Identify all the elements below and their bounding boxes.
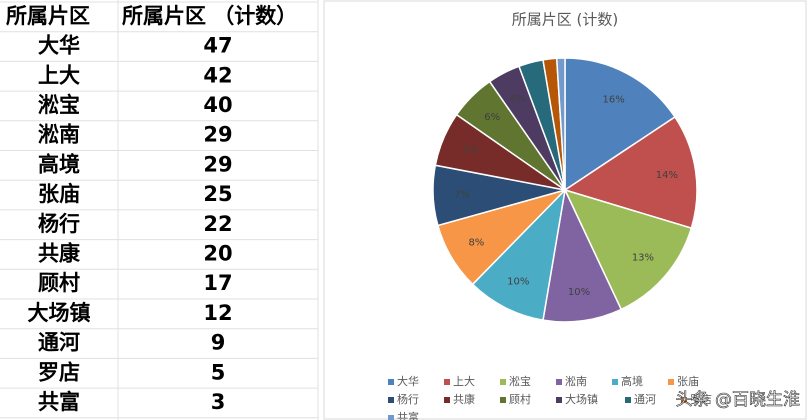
legend-swatch: [444, 379, 450, 385]
cell: 大华: [38, 34, 80, 58]
cell: 张庙: [38, 182, 80, 206]
cell: 高境: [38, 152, 80, 176]
legend-swatch: [556, 379, 562, 385]
cell: 罗店: [38, 360, 80, 384]
data-label: 16%: [603, 94, 625, 105]
cell: 共富: [38, 390, 80, 414]
legend-label: 大场镇: [565, 392, 598, 406]
pie-slice: [564, 57, 676, 192]
pie-slice: [563, 115, 698, 230]
data-label: 7%: [462, 145, 478, 156]
pie: 16% 14% 13% 10% 10% 8% 7% 7% 6% 4%: [432, 57, 698, 323]
legend-label: 大华: [397, 374, 419, 388]
legend-label: 罗店: [690, 392, 712, 406]
table: 所属片区 所属片区 （计数） 大华 47 上大 42 淞宝 40 淞南 29 高境 29 张庙 25 杨行 2…: [0, 0, 319, 420]
cell: 25: [203, 182, 232, 206]
pie-slice: [542, 187, 623, 323]
cell: 杨行: [38, 212, 80, 236]
cell: 通河: [38, 331, 80, 355]
legend-swatch: [500, 397, 506, 403]
data-label: 13%: [632, 252, 654, 263]
cell: 淞南: [38, 123, 80, 147]
legend-label: 通河: [634, 393, 656, 406]
data-label: 10%: [507, 277, 529, 288]
legend-label: 张庙: [677, 374, 699, 388]
cell: 3: [211, 390, 226, 414]
data-label: 14%: [656, 170, 678, 181]
legend-swatch: [556, 397, 562, 403]
cell: 40: [203, 93, 232, 117]
pie-slice: [555, 57, 566, 191]
cell: 淞宝: [38, 93, 80, 117]
legend-label: 共康: [453, 392, 475, 406]
cell: 29: [203, 123, 232, 147]
watermark: 头条 @百晓生淮: [676, 390, 800, 410]
cell: 20: [203, 241, 232, 265]
legend-label: 顾村: [509, 392, 531, 406]
legend-label: 淞宝: [509, 374, 531, 388]
cell: 上大: [38, 63, 80, 87]
data-label: 8%: [468, 237, 484, 248]
data-label: 7%: [454, 189, 470, 200]
legend-label: 上大: [453, 374, 475, 388]
cell: 顾村: [38, 271, 80, 295]
header-cell: 所属片区 （计数）: [122, 4, 297, 28]
cell: 29: [203, 152, 232, 176]
legend-swatch: [388, 415, 394, 420]
cell: 9: [211, 331, 226, 355]
cell: 47: [203, 34, 232, 58]
legend-swatch: [500, 379, 506, 385]
data-label: 4%: [509, 94, 525, 105]
legend-swatch: [612, 379, 618, 385]
legend-label: 高境: [621, 374, 643, 388]
legend-swatch: [668, 379, 674, 385]
legend-swatch: [625, 397, 631, 403]
cell: 22: [203, 212, 232, 236]
cell: 12: [203, 301, 232, 325]
pie-slice: [563, 188, 693, 311]
cell: 17: [203, 271, 232, 295]
legend-swatch: [388, 397, 394, 403]
chart-title: 所属片区 (计数): [512, 11, 618, 29]
cell: 42: [203, 63, 232, 87]
legend-swatch: [681, 397, 687, 403]
cell: 大场镇: [28, 301, 91, 325]
legend-label: 杨行: [397, 392, 419, 406]
data-label: 6%: [484, 112, 500, 123]
legend-swatch: [444, 397, 450, 403]
cell: 5: [211, 360, 226, 384]
pie-slice: [471, 187, 567, 322]
data-label: 10%: [568, 287, 590, 298]
legend-label: 淞南: [565, 375, 587, 388]
header-cell: 所属片区: [6, 4, 90, 28]
cell: 共康: [38, 241, 81, 265]
legend-swatch: [388, 379, 394, 385]
legend-label: 共富: [397, 410, 419, 420]
